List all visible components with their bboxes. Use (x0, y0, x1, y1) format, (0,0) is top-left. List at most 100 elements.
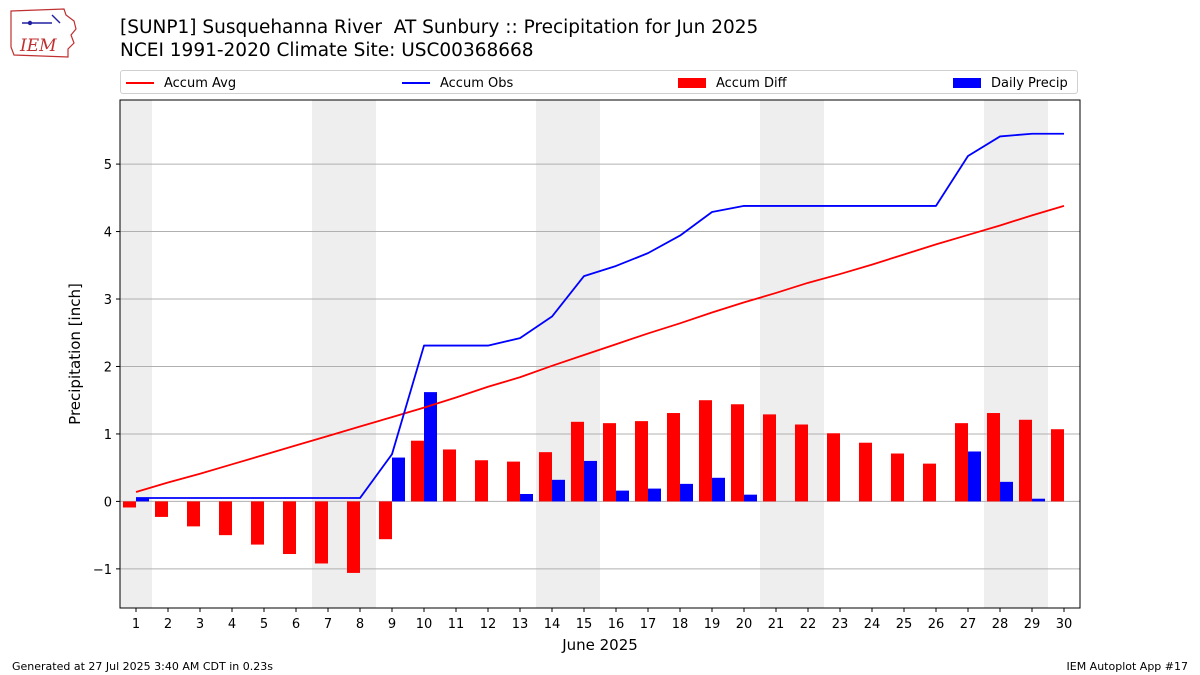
daily-precip-bar (584, 460, 597, 502)
accum-diff-bar (123, 501, 136, 508)
legend-item-accum-obs: Accum Obs (402, 74, 513, 92)
accum-obs-line (136, 132, 1064, 499)
daily-precip-bar (392, 457, 405, 502)
x-tick-label: 28 (992, 617, 1009, 632)
legend-swatch-accum-avg (126, 82, 154, 84)
legend-label-accum-diff: Accum Diff (716, 75, 787, 91)
accum-diff-bar (475, 460, 488, 502)
weekend-band (536, 100, 568, 608)
accum-diff-bar (1051, 429, 1064, 502)
daily-precip-bar (424, 392, 437, 502)
daily-precip-bar (1032, 498, 1045, 502)
x-tick-label: 20 (736, 617, 753, 632)
accum-diff-bar (315, 501, 328, 564)
x-tick-label: 17 (640, 617, 657, 632)
x-tick-label: 24 (864, 617, 881, 632)
daily-precip-bar (136, 498, 149, 502)
daily-precip-bar (552, 479, 565, 502)
accum-diff-bar (539, 452, 552, 502)
x-tick-label: 3 (196, 617, 204, 632)
y-tick-label: 5 (104, 158, 112, 173)
accum-avg-line (135, 205, 1065, 493)
legend-swatch-accum-obs (402, 82, 430, 84)
daily-precip-bar (648, 488, 661, 502)
x-tick-label: 12 (480, 617, 497, 632)
generated-note: Generated at 27 Jul 2025 3:40 AM CDT in … (12, 660, 273, 673)
daily-precip-bar (968, 451, 981, 502)
y-tick-label: 3 (104, 293, 112, 308)
x-tick-label: 13 (512, 617, 529, 632)
weekend-band (760, 100, 792, 608)
accum-diff-bar (1019, 419, 1032, 502)
accum-diff-bar (603, 423, 616, 502)
legend-item-daily-precip: Daily Precip (953, 74, 1068, 92)
daily-precip-bar (680, 483, 693, 502)
accum-diff-bar (891, 453, 904, 502)
iem-logo: IEM (10, 8, 77, 58)
chart-title: [SUNP1] Susquehanna River AT Sunbury :: … (120, 17, 759, 38)
x-tick-label: 10 (416, 617, 433, 632)
chart-legend: Accum Avg Accum Obs Accum Diff Daily Pre… (120, 70, 1078, 94)
x-tick-label: 5 (260, 617, 268, 632)
x-tick-label: 22 (800, 617, 817, 632)
x-tick-label: 4 (228, 617, 236, 632)
y-tick-label: 4 (104, 226, 112, 241)
x-tick-label: 18 (672, 617, 689, 632)
x-tick-label: 29 (1024, 617, 1041, 632)
chart-subtitle: NCEI 1991-2020 Climate Site: USC00368668 (120, 40, 534, 61)
x-axis-label: June 2025 (561, 636, 638, 654)
x-tick-label: 21 (768, 617, 785, 632)
x-tick-label: 30 (1056, 617, 1073, 632)
x-tick-label: 11 (448, 617, 465, 632)
accum-diff-bar (347, 501, 360, 573)
x-tick-label: 26 (928, 617, 945, 632)
x-tick-label: 15 (576, 617, 593, 632)
accum-diff-bar (635, 421, 648, 502)
legend-label-accum-obs: Accum Obs (440, 75, 514, 91)
x-tick-label: 2 (164, 617, 172, 632)
accum-diff-bar (251, 501, 264, 545)
x-tick-label: 9 (388, 617, 396, 632)
accum-diff-bar (667, 413, 680, 502)
accum-diff-bar (827, 433, 840, 502)
x-tick-label: 1 (132, 617, 140, 632)
x-tick-label: 19 (704, 617, 721, 632)
accum-diff-bar (411, 440, 424, 502)
weekend-band (984, 100, 1016, 608)
weekend-band (1016, 100, 1048, 608)
accum-diff-bar (507, 461, 520, 502)
accum-diff-bar (155, 501, 168, 517)
accum-diff-bar (987, 413, 1000, 502)
daily-precip-bar (712, 477, 725, 502)
y-axis-label: Precipitation [inch] (66, 283, 84, 425)
x-tick-label: 6 (292, 617, 300, 632)
weekend-band (568, 100, 600, 608)
x-tick-label: 25 (896, 617, 913, 632)
legend-item-accum-avg: Accum Avg (126, 74, 236, 92)
x-tick-label: 8 (356, 617, 364, 632)
accum-diff-bar (219, 501, 232, 536)
accum-diff-bar (283, 501, 296, 555)
legend-label-accum-avg: Accum Avg (164, 75, 237, 91)
daily-precip-bar (1000, 481, 1013, 502)
accum-diff-bar (763, 414, 776, 502)
x-tick-label: 7 (324, 617, 332, 632)
daily-precip-bar (520, 493, 533, 502)
x-tick-label: 16 (608, 617, 625, 632)
y-tick-label: 2 (104, 360, 112, 375)
x-tick-label: 23 (832, 617, 849, 632)
accum-diff-bar (443, 449, 456, 502)
legend-item-accum-diff: Accum Diff (678, 74, 787, 92)
y-tick-label: 0 (104, 495, 112, 510)
daily-precip-bar (616, 490, 629, 502)
y-tick-label: 1 (104, 428, 112, 443)
accum-diff-bar (859, 442, 872, 502)
legend-swatch-daily-precip (953, 78, 981, 88)
accum-diff-bar (571, 421, 584, 502)
weekend-band (120, 100, 152, 608)
svg-text:IEM: IEM (19, 36, 57, 56)
daily-precip-bar (744, 494, 757, 502)
plot-frame (119, 99, 1081, 609)
accum-diff-bar (955, 423, 968, 502)
